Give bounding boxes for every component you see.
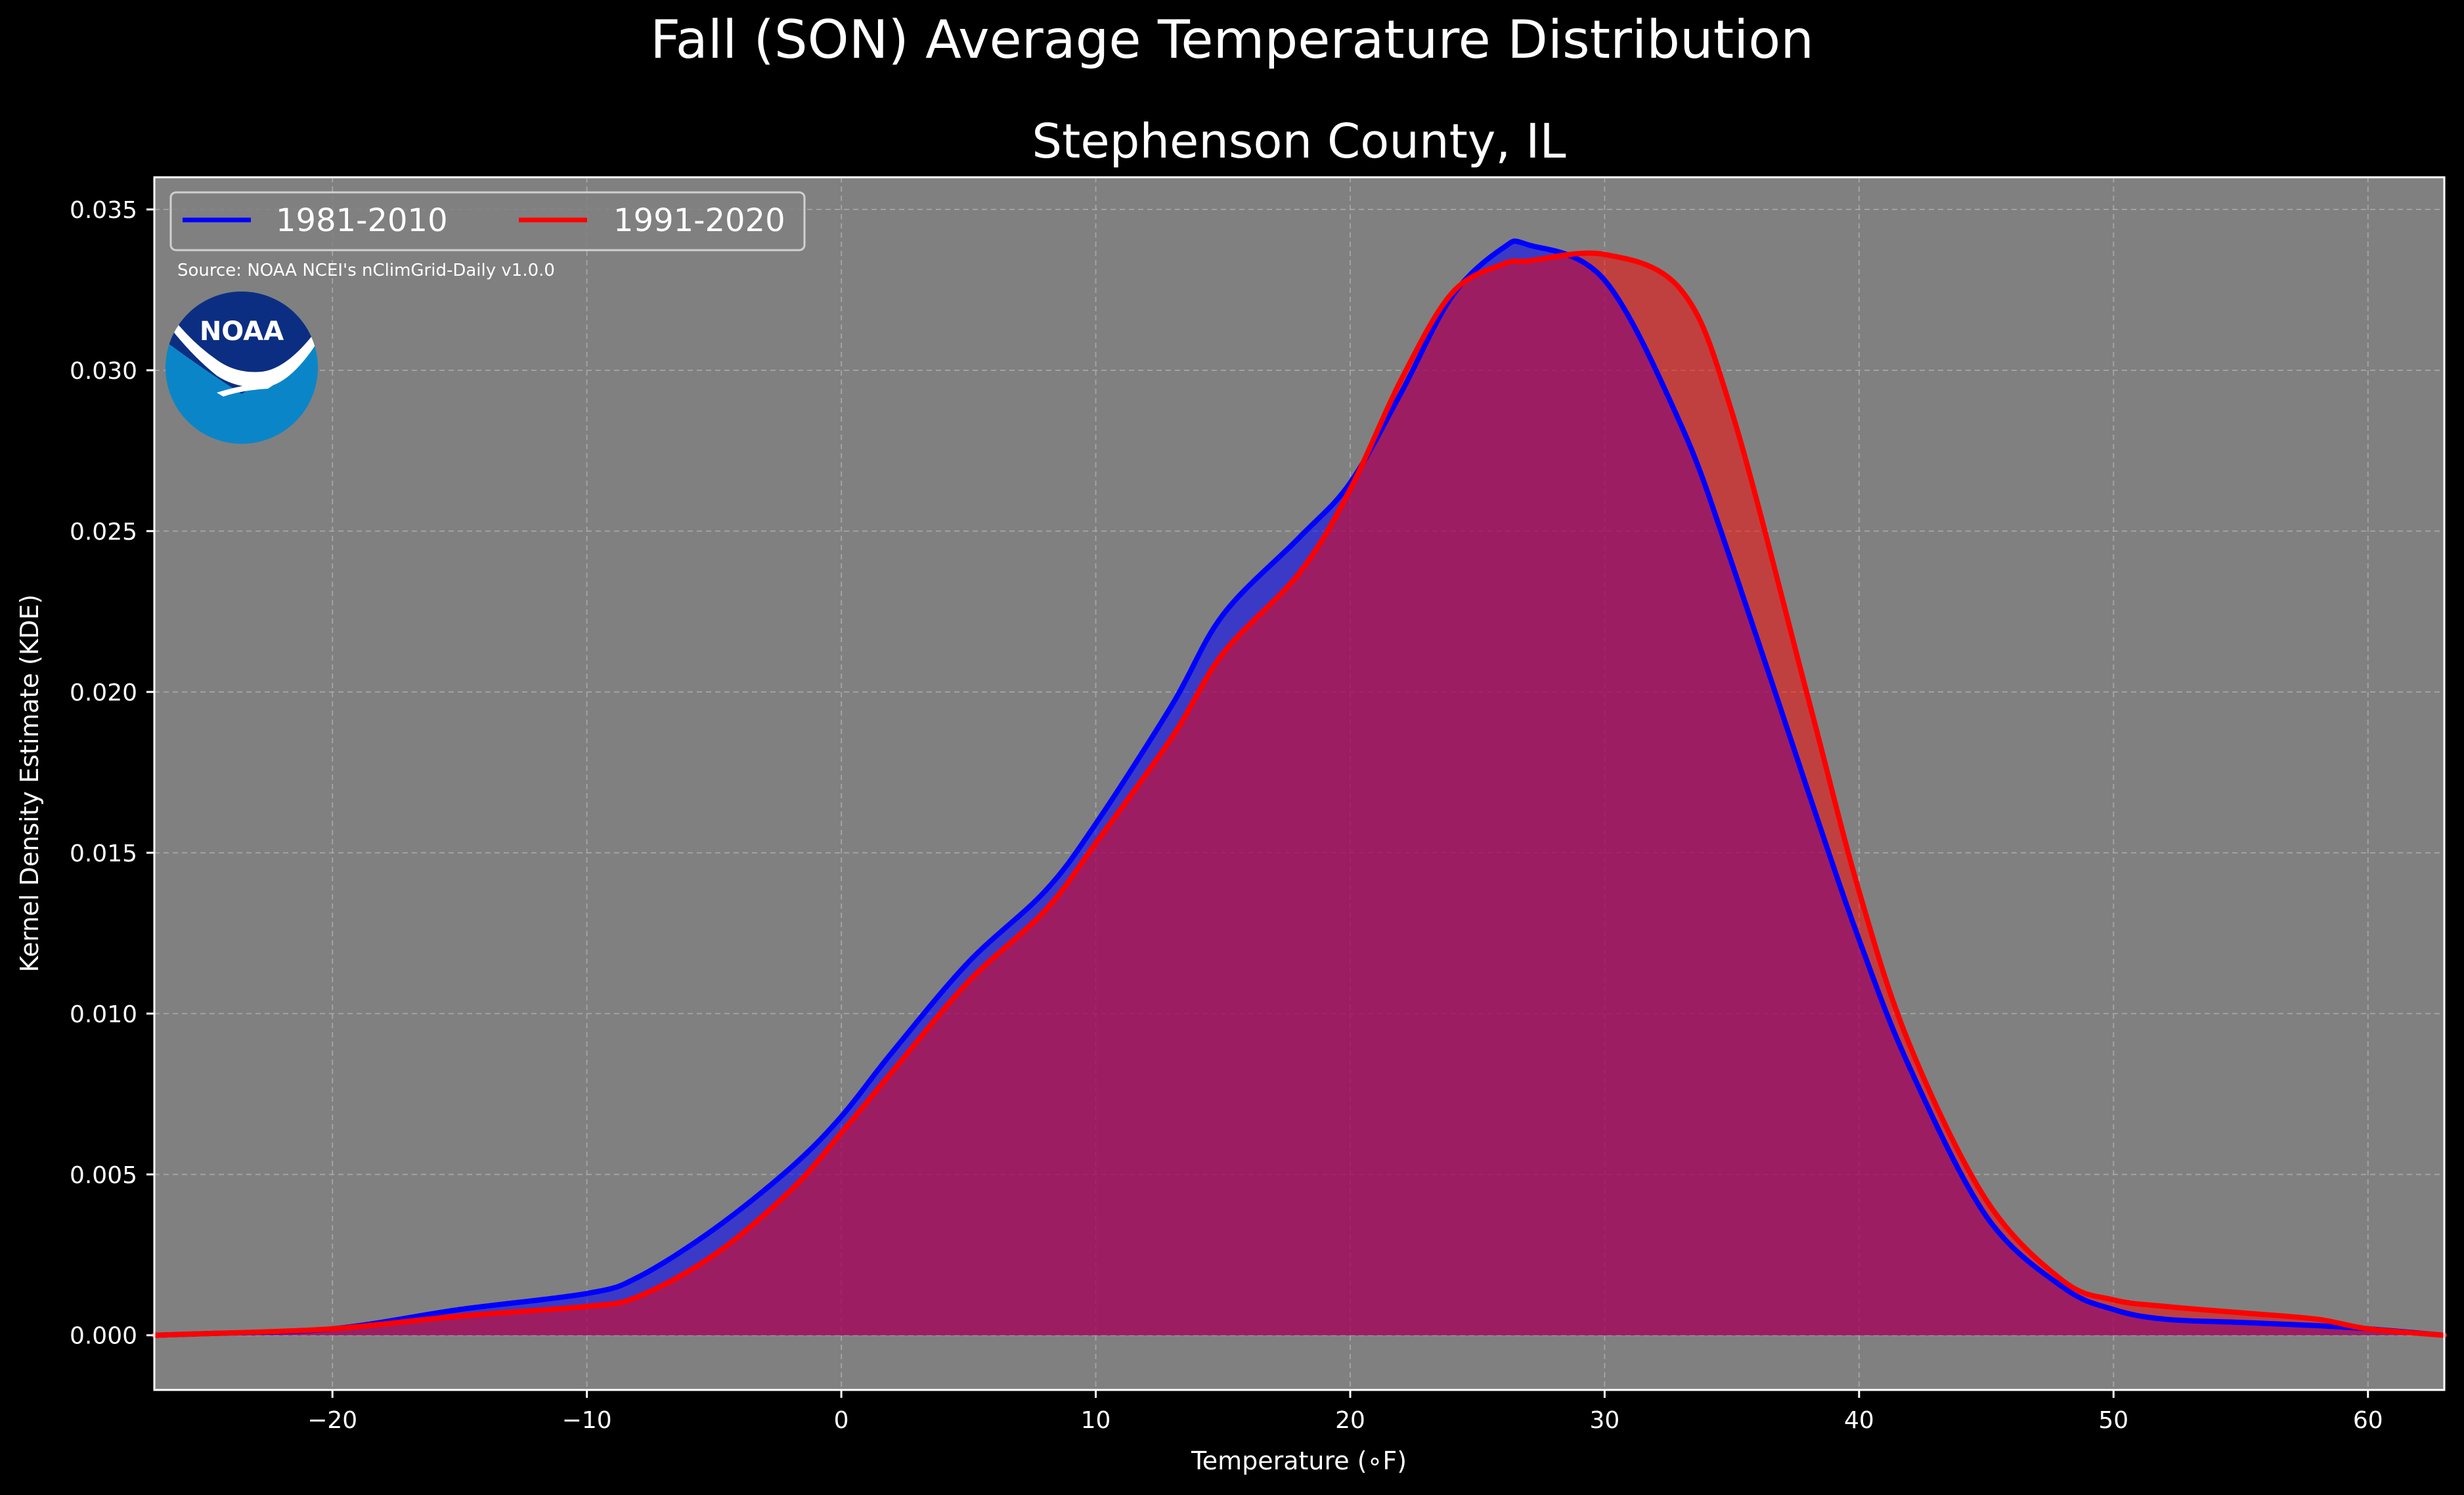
x-tick-label: −20 (307, 1407, 357, 1434)
x-axis-ticks: −20 −10 0 10 20 30 40 50 60 (307, 1390, 2383, 1434)
x-tick-label: 50 (2098, 1407, 2128, 1434)
y-tick-label: 0.030 (70, 358, 137, 385)
x-axis-label: Temperature (∘F) (1191, 1446, 1407, 1475)
y-tick-label: 0.015 (70, 840, 137, 867)
x-tick-label: 10 (1081, 1407, 1111, 1434)
series-lines (152, 238, 2447, 1338)
x-tick-label: −10 (562, 1407, 612, 1434)
chart-subtitle: Stephenson County, IL (1032, 114, 1566, 169)
noaa-logo: NOAA (165, 292, 318, 444)
y-tick-label: 0.010 (70, 1001, 137, 1028)
legend-label-1991-2020: 1991-2020 (613, 202, 785, 239)
x-tick-label: 30 (1590, 1407, 1620, 1434)
series-line-1991-2020 (152, 250, 2447, 1338)
noaa-logo-text: NOAA (200, 316, 284, 347)
x-tick-label: 60 (2353, 1407, 2383, 1434)
x-tick-label: 20 (1335, 1407, 1365, 1434)
legend-box (169, 191, 806, 251)
y-tick-label: 0.035 (70, 197, 137, 224)
y-axis-ticks: 0.000 0.005 0.010 0.015 0.020 0.025 0.030 0.035 (70, 197, 154, 1350)
source-annotation: Source: NOAA NCEI's nClimGrid-Daily v1.0… (177, 261, 555, 280)
series-fills (154, 241, 2444, 1335)
y-tick-label: 0.005 (70, 1162, 137, 1189)
x-tick-label: 40 (1844, 1407, 1874, 1434)
y-tick-label: 0.020 (70, 680, 137, 706)
series-line-1981-2010 (152, 238, 2447, 1338)
y-tick-label: 0.025 (70, 519, 137, 546)
x-tick-label: 0 (834, 1407, 849, 1434)
area-fill-1991-2020 (154, 253, 2444, 1335)
plot-frame (153, 176, 2446, 1391)
chart-title: Fall (SON) Average Temperature Distribut… (650, 9, 1814, 70)
legend-label-1981-2010: 1981-2010 (276, 202, 448, 239)
y-axis-label: Kernel Density Estimate (KDE) (15, 594, 44, 972)
y-tick-label: 0.000 (70, 1323, 137, 1350)
legend: 1981-2010 1991-2020 (169, 191, 806, 251)
